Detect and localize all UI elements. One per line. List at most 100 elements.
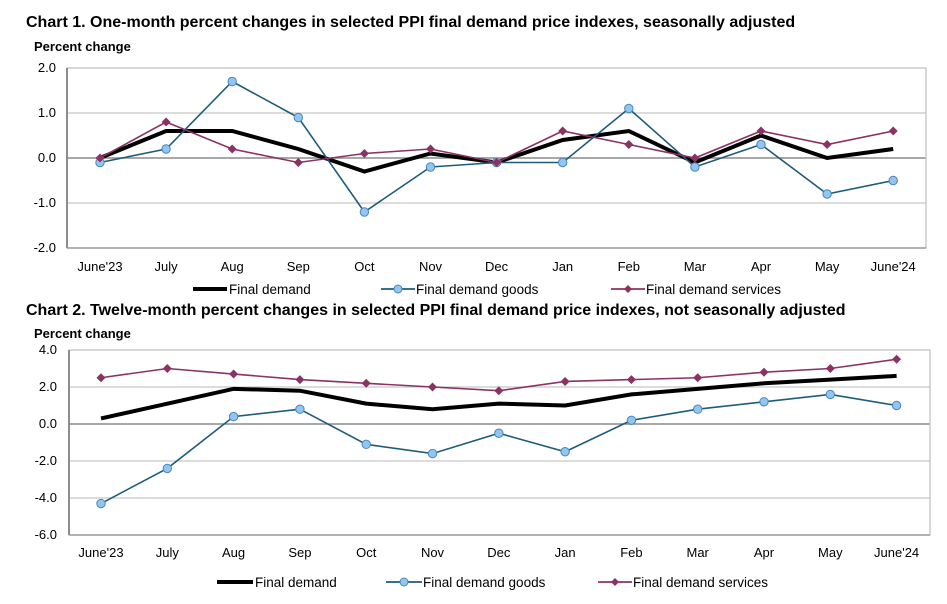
- data-point-final-demand-goods: [825, 389, 835, 400]
- data-point-final-demand-services: [227, 144, 237, 154]
- x-tick-label: Jan: [552, 259, 573, 274]
- legend-circle-marker-icon: [386, 577, 422, 587]
- x-tick-label: Jan: [555, 545, 576, 560]
- chart-2-legend: Final demand Final demand goods Final de…: [0, 573, 947, 591]
- x-tick-label: Nov: [419, 259, 443, 274]
- data-point-final-demand-services: [825, 364, 835, 373]
- data-point-final-demand-services: [96, 373, 106, 383]
- chart-1-legend-item-services: Final demand services: [610, 282, 781, 297]
- data-point-final-demand-goods: [293, 112, 303, 123]
- legend-line-thick-icon: [217, 580, 253, 584]
- x-tick-label: June'24: [874, 545, 919, 560]
- data-point-final-demand-services: [361, 378, 371, 388]
- data-point-final-demand-goods: [228, 411, 239, 422]
- x-tick-label: Mar: [687, 545, 710, 560]
- series-line-final-demand-goods: [100, 393, 897, 505]
- x-tick-label: Oct: [356, 545, 377, 560]
- x-tick-label: July: [155, 259, 179, 274]
- data-point-final-demand-services: [95, 153, 105, 163]
- data-point-final-demand-goods: [888, 175, 898, 186]
- x-tick-label: Dec: [485, 259, 509, 274]
- chart-1-title: Chart 1. One-month percent changes in se…: [26, 14, 796, 31]
- data-point-final-demand-services: [558, 126, 568, 136]
- series-line-final-demand: [100, 373, 897, 421]
- x-tick-label: Aug: [222, 545, 245, 560]
- series-line-final-demand-services: [100, 358, 897, 392]
- y-tick-label: -4.0: [35, 490, 57, 505]
- data-point-final-demand-services: [756, 126, 766, 136]
- x-tick-label: Apr: [754, 545, 775, 560]
- data-point-final-demand-services: [690, 153, 700, 163]
- x-tick-label: Sep: [287, 259, 310, 274]
- data-point-final-demand-services: [560, 376, 570, 386]
- chart-1-plot: 2.0 1.0 0.0 -1.0 -2.0 June'23 July Aug Sep Oct Nov…: [34, 60, 927, 274]
- chart-1-legend: Final demand Final demand goods Final de…: [0, 280, 947, 298]
- data-point-final-demand-goods: [690, 162, 700, 172]
- data-point-final-demand-services: [428, 382, 437, 392]
- data-point-final-demand-services: [693, 373, 703, 383]
- legend-line-thick-icon: [193, 287, 227, 291]
- data-point-final-demand-goods: [822, 189, 832, 199]
- data-point-final-demand-goods: [558, 157, 568, 168]
- x-tick-label: Oct: [354, 259, 375, 274]
- data-point-final-demand-services: [892, 354, 902, 364]
- data-point-final-demand-goods: [359, 207, 370, 217]
- x-tick-label: May: [818, 545, 843, 560]
- chart-2-title: Chart 2. Twelve-month percent changes in…: [26, 302, 846, 319]
- data-point-final-demand-goods: [162, 463, 173, 474]
- y-tick-label: 0.0: [38, 150, 56, 165]
- chart-1-y-axis-label: Percent change: [34, 39, 131, 54]
- x-tick-label: June'23: [77, 259, 122, 274]
- data-point-final-demand-goods: [626, 415, 637, 425]
- data-point-final-demand-services: [295, 375, 305, 385]
- x-tick-label: June'24: [871, 259, 916, 274]
- data-point-final-demand-goods: [96, 498, 106, 509]
- data-point-final-demand-goods: [693, 404, 703, 414]
- plot-frame: [68, 349, 931, 536]
- x-tick-label: May: [815, 259, 840, 274]
- legend-label: Final demand goods: [423, 574, 546, 590]
- legend-circle-marker-icon: [381, 284, 415, 294]
- data-point-final-demand-goods: [759, 397, 769, 407]
- legend-diamond-marker-icon: [598, 578, 632, 586]
- data-point-final-demand-services: [626, 375, 636, 385]
- x-tick-label: Mar: [684, 259, 707, 274]
- data-point-final-demand-services: [161, 117, 171, 127]
- data-point-final-demand-goods: [295, 404, 305, 414]
- data-point-final-demand-goods: [227, 76, 237, 87]
- data-point-final-demand-services: [624, 140, 634, 149]
- data-point-final-demand-goods: [161, 144, 171, 154]
- data-point-final-demand-goods: [756, 139, 766, 150]
- legend-label: Final demand services: [646, 281, 782, 297]
- x-tick-label: Dec: [487, 545, 511, 560]
- data-point-final-demand-goods: [891, 400, 902, 411]
- data-point-final-demand-services: [888, 126, 898, 136]
- x-tick-label: Apr: [751, 259, 772, 274]
- y-tick-label: 0.0: [39, 416, 57, 431]
- y-tick-label: 1.0: [38, 105, 56, 120]
- data-point-final-demand-services: [293, 158, 303, 167]
- legend-label: Final demand: [255, 574, 337, 590]
- data-point-final-demand-goods: [560, 447, 570, 457]
- data-point-final-demand-goods: [427, 448, 438, 459]
- chart-2-legend-item-services: Final demand services: [597, 575, 768, 590]
- data-point-final-demand-goods: [425, 162, 436, 172]
- y-tick-label: 2.0: [38, 60, 56, 75]
- x-tick-label: Feb: [618, 259, 640, 274]
- chart-2-y-axis-label: Percent change: [34, 326, 131, 341]
- y-tick-label: -6.0: [35, 527, 57, 542]
- chart-1-legend-item-goods: Final demand goods: [380, 282, 538, 297]
- data-point-final-demand-services: [162, 364, 172, 373]
- x-tick-label: June'23: [78, 545, 123, 560]
- data-point-final-demand-goods: [361, 439, 371, 450]
- y-tick-label: 4.0: [39, 342, 57, 357]
- data-point-final-demand-services: [426, 144, 435, 154]
- x-tick-label: July: [156, 545, 180, 560]
- chart-2-legend-item-goods: Final demand goods: [385, 575, 545, 590]
- x-tick-label: Sep: [288, 545, 311, 560]
- y-tick-label: -1.0: [34, 195, 56, 210]
- x-tick-label: Aug: [221, 259, 244, 274]
- data-point-final-demand-services: [492, 158, 502, 167]
- data-point-final-demand-services: [229, 369, 239, 379]
